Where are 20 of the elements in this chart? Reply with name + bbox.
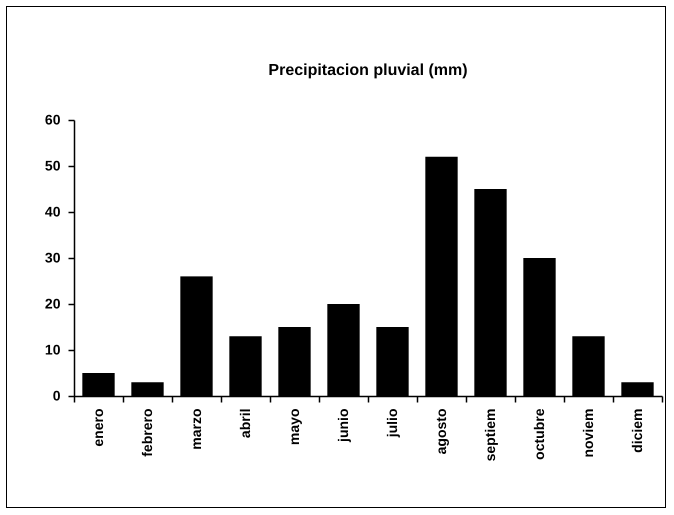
x-tick-label: diciem xyxy=(629,408,645,453)
y-tick-label: 0 xyxy=(52,388,61,404)
x-tick-label: marzo xyxy=(188,408,204,450)
x-tick-label: abril xyxy=(237,408,253,438)
y-tick-label: 20 xyxy=(44,296,61,312)
x-tick-label: agosto xyxy=(433,408,449,454)
x-tick-label: enero xyxy=(90,408,106,447)
y-tick-label: 40 xyxy=(44,204,61,220)
y-tick-label: 10 xyxy=(44,342,61,358)
x-tick-label: octubre xyxy=(531,408,547,460)
x-tick-label: julio xyxy=(384,408,400,438)
y-tick-label: 50 xyxy=(44,158,61,174)
x-tick-label: febrero xyxy=(139,408,155,457)
x-tick-label: noviem xyxy=(580,408,596,458)
x-tick-label: septiem xyxy=(482,408,498,462)
x-tick-label: mayo xyxy=(286,408,302,446)
x-tick-label: junio xyxy=(335,408,351,443)
y-tick-label: 30 xyxy=(44,250,61,266)
chart-title: Precipitacion pluvial (mm) xyxy=(268,62,468,79)
y-tick-label: 60 xyxy=(44,112,61,128)
